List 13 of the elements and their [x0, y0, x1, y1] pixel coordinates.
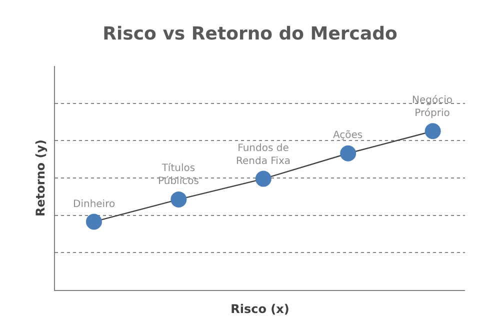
annotation: Ações: [333, 130, 363, 141]
point: [86, 214, 102, 230]
point: [424, 123, 441, 140]
point: [340, 145, 356, 162]
annotation: Dinheiro: [73, 199, 116, 210]
point: [170, 191, 187, 208]
y-axis-title: Retorno (y): [33, 139, 48, 217]
annotation: Títulos Públicos: [158, 163, 199, 187]
chart-title: Risco vs Retorno do Mercado: [102, 23, 398, 44]
text: Negócio Próprio: [412, 95, 452, 119]
annotation: Fundos de Renda Fixa: [236, 143, 290, 167]
x-axis-title: Risco (x): [230, 302, 290, 316]
point: [255, 170, 272, 187]
